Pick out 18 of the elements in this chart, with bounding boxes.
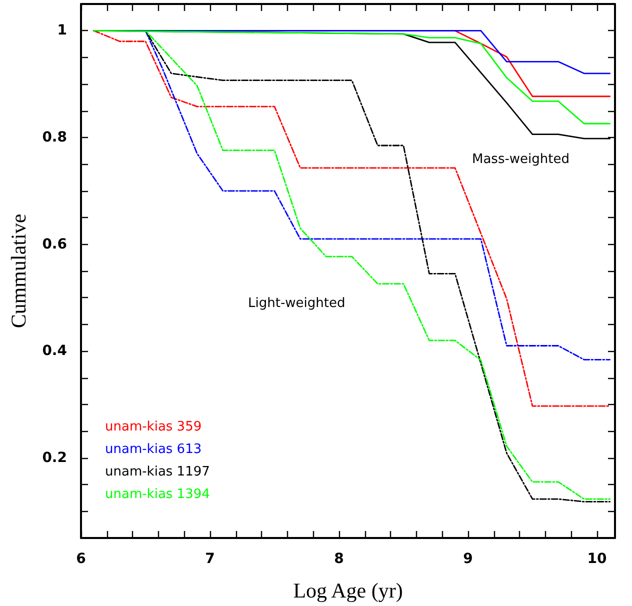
annotation: Light-weighted [248, 296, 346, 311]
x-tick-label: 10 [587, 551, 607, 567]
y-axis-title: Cummulative [6, 214, 30, 328]
x-tick-label: 7 [205, 551, 215, 567]
text: unam-kias 613 [105, 442, 202, 457]
text: unam-kias 1394 [105, 487, 210, 502]
x-axis-title: Log Age (yr) [293, 578, 403, 602]
y-tick-label: 0.6 [42, 236, 67, 252]
text: unam-kias 359 [105, 420, 202, 434]
annotation: Mass-weighted [472, 152, 570, 167]
y-tick-label: 1 [57, 22, 67, 39]
x-tick-label: 6 [76, 551, 86, 567]
y-tick-label: 0.4 [42, 343, 68, 360]
text: unam-kias 1197 [105, 464, 210, 480]
x-tick-label: 8 [334, 551, 344, 567]
x-tick-label: 9 [463, 551, 473, 567]
y-tick-label: 0.2 [42, 450, 67, 466]
y-tick-label: 0.8 [42, 130, 67, 146]
